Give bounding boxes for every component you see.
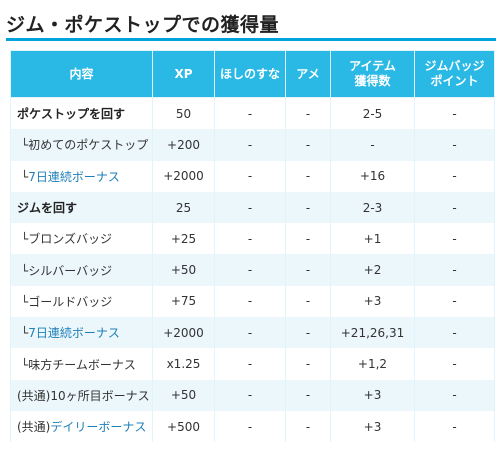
- cell-badge-points: -: [414, 317, 495, 349]
- table-row: └ブロンズバッジ +25 - - +1 -: [10, 223, 495, 255]
- seven-day-bonus-link[interactable]: 7日連続ボーナス: [28, 169, 120, 184]
- row-label: └ブロンズバッジ: [10, 223, 153, 255]
- cell-stardust: -: [214, 191, 286, 224]
- cell-stardust: -: [214, 254, 286, 286]
- cell-badge-points: -: [414, 129, 495, 161]
- title-underline: [6, 38, 496, 41]
- row-label-prefix: └: [21, 326, 29, 341]
- row-label-prefix: (共通): [17, 420, 51, 435]
- cell-items: +2: [330, 254, 415, 286]
- cell-items: +3: [330, 410, 415, 443]
- cell-candy: -: [285, 223, 331, 255]
- cell-stardust: -: [214, 223, 286, 255]
- col-header-content: 内容: [10, 50, 153, 98]
- row-label-prefix: └: [21, 169, 29, 184]
- cell-xp: +2000: [152, 317, 215, 349]
- cell-stardust: -: [214, 129, 286, 161]
- cell-badge-points: -: [414, 254, 495, 286]
- cell-candy: -: [285, 129, 331, 161]
- acquisition-table: 内容 XP ほしのすな アメ アイテム 獲得数 ジムバッジ ポイント ポケストッ…: [10, 50, 495, 443]
- cell-stardust: -: [214, 160, 286, 192]
- cell-stardust: -: [214, 348, 286, 380]
- cell-items: +1,2: [330, 348, 415, 380]
- cell-items: +1: [330, 223, 415, 255]
- cell-items: -: [330, 129, 415, 161]
- cell-xp: 50: [152, 97, 215, 130]
- table-row: (共通)デイリーボーナス +500 - - +3 -: [10, 410, 495, 443]
- row-label: └味方チームボーナス: [10, 348, 153, 380]
- cell-xp: +50: [152, 379, 215, 411]
- cell-badge-points: -: [414, 348, 495, 380]
- cell-items: +21,26,31: [330, 317, 415, 349]
- cell-xp: +50: [152, 254, 215, 286]
- table-row: └7日連続ボーナス +2000 - - +21,26,31 -: [10, 317, 495, 349]
- cell-stardust: -: [214, 97, 286, 130]
- col-header-badge-points: ジムバッジ ポイント: [414, 50, 495, 98]
- cell-badge-points: -: [414, 379, 495, 411]
- cell-candy: -: [285, 348, 331, 380]
- col-header-items: アイテム 獲得数: [330, 50, 415, 98]
- table-row: └初めてのポケストップ +200 - - - -: [10, 129, 495, 161]
- cell-items: 2-3: [330, 191, 415, 224]
- table-row: └7日連続ボーナス +2000 - - +16 -: [10, 160, 495, 192]
- cell-candy: -: [285, 97, 331, 130]
- cell-badge-points: -: [414, 97, 495, 130]
- cell-candy: -: [285, 160, 331, 192]
- col-header-stardust: ほしのすな: [214, 50, 286, 98]
- row-label: ジムを回す: [10, 191, 153, 224]
- page-title: ジム・ポケストップでの獲得量: [6, 14, 280, 36]
- cell-xp: 25: [152, 191, 215, 224]
- cell-stardust: -: [214, 379, 286, 411]
- table-row: └味方チームボーナス x1.25 - - +1,2 -: [10, 348, 495, 380]
- table-header-row: 内容 XP ほしのすな アメ アイテム 獲得数 ジムバッジ ポイント: [10, 50, 495, 98]
- cell-candy: -: [285, 254, 331, 286]
- seven-day-bonus-link[interactable]: 7日連続ボーナス: [28, 326, 120, 341]
- cell-badge-points: -: [414, 191, 495, 224]
- cell-candy: -: [285, 379, 331, 411]
- table-row: └シルバーバッジ +50 - - +2 -: [10, 254, 495, 286]
- cell-xp: +500: [152, 410, 215, 443]
- cell-badge-points: -: [414, 410, 495, 443]
- cell-candy: -: [285, 410, 331, 443]
- cell-xp: +2000: [152, 160, 215, 192]
- daily-bonus-link[interactable]: デイリーボーナス: [50, 420, 147, 435]
- cell-candy: -: [285, 317, 331, 349]
- cell-stardust: -: [214, 285, 286, 318]
- cell-badge-points: -: [414, 160, 495, 192]
- row-label: ポケストップを回す: [10, 97, 153, 130]
- cell-xp: +25: [152, 223, 215, 255]
- table-row: ポケストップを回す 50 - - 2-5 -: [10, 97, 495, 130]
- row-label: └初めてのポケストップ: [10, 129, 153, 161]
- cell-candy: -: [285, 191, 331, 224]
- row-label: (共通)デイリーボーナス: [10, 410, 153, 443]
- cell-candy: -: [285, 285, 331, 318]
- table-row: ジムを回す 25 - - 2-3 -: [10, 191, 495, 224]
- cell-stardust: -: [214, 317, 286, 349]
- col-header-xp: XP: [152, 50, 215, 98]
- row-label: └ゴールドバッジ: [10, 285, 153, 318]
- cell-items: 2-5: [330, 97, 415, 130]
- cell-xp: +75: [152, 285, 215, 318]
- cell-badge-points: -: [414, 285, 495, 318]
- cell-items: +16: [330, 160, 415, 192]
- row-label: └7日連続ボーナス: [10, 160, 153, 192]
- row-label: └7日連続ボーナス: [10, 317, 153, 349]
- cell-stardust: -: [214, 410, 286, 443]
- table-row: └ゴールドバッジ +75 - - +3 -: [10, 285, 495, 318]
- cell-xp: x1.25: [152, 348, 215, 380]
- table-row: (共通)10ヶ所目ボーナス +50 - - +3 -: [10, 379, 495, 411]
- row-label: └シルバーバッジ: [10, 254, 153, 286]
- cell-items: +3: [330, 285, 415, 318]
- cell-xp: +200: [152, 129, 215, 161]
- cell-badge-points: -: [414, 223, 495, 255]
- cell-items: +3: [330, 379, 415, 411]
- col-header-candy: アメ: [285, 50, 331, 98]
- row-label: (共通)10ヶ所目ボーナス: [10, 379, 153, 411]
